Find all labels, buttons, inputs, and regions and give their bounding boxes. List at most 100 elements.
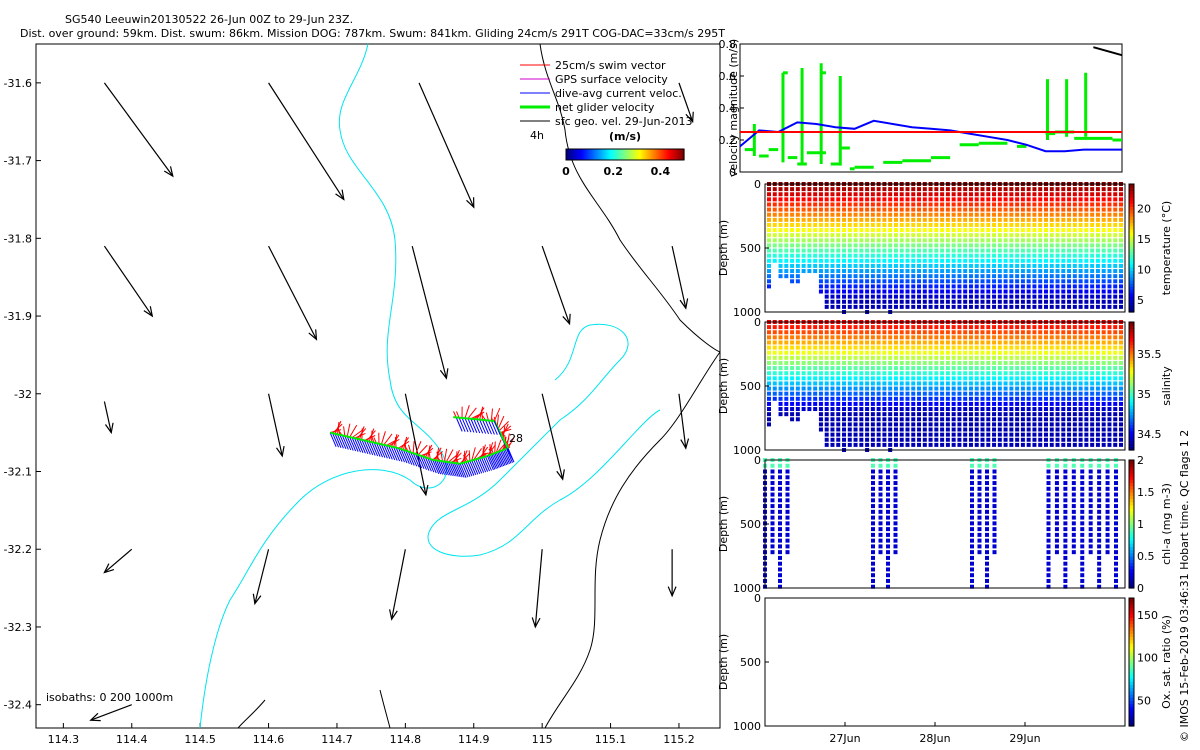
profile-point: [1084, 325, 1089, 330]
profile-point: [853, 330, 858, 335]
profile-point: [842, 386, 847, 391]
profile-point: [917, 269, 922, 274]
profile-point: [888, 401, 893, 406]
profile-point: [1015, 325, 1020, 330]
profile-point: [1072, 258, 1077, 263]
profile-point: [784, 325, 789, 330]
coastline-fragment: [237, 699, 266, 729]
profile-point: [968, 197, 973, 202]
colorbar-cell: [1129, 350, 1134, 355]
chla-point: [992, 538, 997, 543]
profile-point: [917, 233, 922, 238]
dac-vector: [412, 452, 420, 468]
profile-point: [865, 294, 870, 299]
chla-point: [871, 515, 875, 520]
map-colorbar-cell: [644, 149, 648, 160]
profile-point: [1084, 412, 1089, 417]
profile-point: [1020, 212, 1025, 217]
profile-point: [1072, 274, 1077, 279]
profile-point: [836, 284, 841, 289]
profile-point: [986, 197, 991, 202]
profile-point: [853, 212, 858, 217]
chla-point: [871, 498, 875, 503]
profile-point: [1032, 391, 1037, 396]
profile-point: [980, 340, 985, 345]
chla-point: [970, 504, 974, 509]
profile-point: [836, 248, 841, 253]
profile-point: [836, 371, 841, 376]
velocity-content: [739, 46, 1123, 171]
profile-point: [1067, 371, 1072, 376]
profile-point: [784, 238, 789, 243]
profile-point: [1095, 330, 1100, 335]
profile-point: [807, 396, 812, 401]
profile-point: [1078, 366, 1083, 371]
profile-point: [980, 396, 985, 401]
profile-point: [980, 222, 985, 227]
profile-point: [940, 197, 945, 202]
swim-vector: [463, 454, 467, 463]
dac-vector: [378, 443, 386, 458]
profile-point: [842, 197, 847, 202]
chla-point: [878, 509, 883, 514]
profile-point: [1026, 396, 1031, 401]
profile-point: [957, 355, 962, 360]
profile-point: [876, 274, 881, 279]
profile-point: [917, 212, 922, 217]
chla-point: [1080, 561, 1085, 566]
profile-point: [951, 222, 956, 227]
profile-point: [1020, 269, 1025, 274]
profile-point: [1095, 258, 1100, 263]
profile-point: [1049, 207, 1054, 212]
profile-point: [928, 299, 933, 304]
profile-point: [836, 396, 841, 401]
profile-point: [818, 330, 823, 335]
profile-point: [1113, 366, 1118, 371]
profile-point: [830, 437, 835, 442]
chla-point: [1097, 469, 1102, 474]
profile-point: [992, 299, 997, 304]
profile-point: [807, 371, 812, 376]
date-xtick-label: 28Jun: [919, 732, 950, 745]
profile-point: [1095, 233, 1100, 238]
profile-point: [801, 391, 806, 396]
profile-point: [911, 243, 916, 248]
profile-point: [1003, 386, 1008, 391]
profile-point: [986, 366, 991, 371]
profile-point: [1101, 330, 1106, 335]
profile-point: [1119, 243, 1123, 248]
profile-point: [911, 412, 916, 417]
profile-point: [1113, 386, 1118, 391]
profile-point: [986, 391, 991, 396]
profile-point: [842, 222, 847, 227]
chla-point: [970, 584, 974, 589]
profile-point: [836, 217, 841, 222]
profile-point: [974, 243, 979, 248]
profile-point: [1119, 284, 1123, 289]
profile-point: [1015, 335, 1020, 340]
chla-point: [1046, 463, 1051, 468]
chla-point: [1114, 486, 1118, 491]
profile-point: [1101, 386, 1106, 391]
profile-point: [830, 381, 835, 386]
profile-point: [974, 442, 979, 447]
colorbar-cell: [1129, 716, 1134, 721]
colorbar-tick-label: 35.5: [1137, 348, 1162, 361]
dac-vector: [483, 456, 490, 472]
profile-point: [893, 386, 898, 391]
profile-point: [911, 391, 916, 396]
swim-vector: [493, 408, 501, 422]
profile-point: [1090, 279, 1095, 284]
profile-point: [778, 258, 783, 263]
profile-point: [1107, 207, 1112, 212]
profile-point: [1113, 391, 1118, 396]
profile-point: [1038, 340, 1043, 345]
profile-point: [807, 202, 812, 207]
profile-point: [807, 269, 812, 274]
profile-point: [888, 422, 893, 427]
profile-point: [940, 299, 945, 304]
chla-point: [1071, 527, 1076, 532]
profile-point: [876, 289, 881, 294]
profile-point: [772, 391, 777, 396]
chla-point: [785, 527, 790, 532]
